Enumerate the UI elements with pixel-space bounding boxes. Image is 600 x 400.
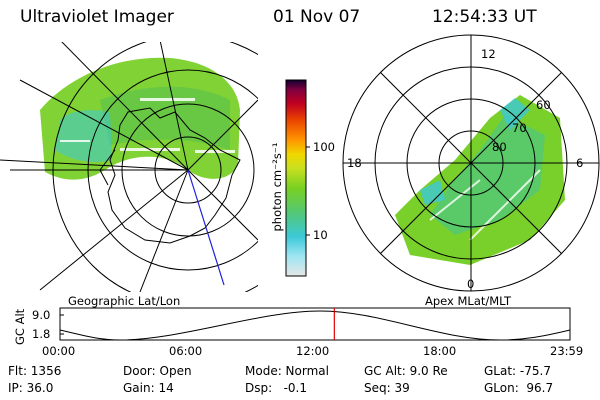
colorbar-tick-10: 10 — [313, 228, 328, 242]
timeline-xtick-2359: 23:59 — [550, 344, 584, 358]
info-gain: Gain: 14 — [123, 381, 174, 395]
timeline-xtick-0600: 06:00 — [169, 344, 203, 358]
magnetic-panel-label: Apex MLat/MLT — [425, 294, 512, 308]
info-dsp: Dsp: -0.1 — [245, 381, 308, 395]
altitude-curve — [59, 310, 571, 341]
timeline-ytick-9: 9.0 — [32, 308, 51, 322]
info-ip: IP: 36.0 — [8, 381, 54, 395]
info-sequence: Seq: 39 — [364, 381, 410, 395]
timeline-xtick-1200: 12:00 — [296, 344, 330, 358]
timeline-ytick-1-8: 1.8 — [32, 327, 51, 341]
mlat-label-60: 60 — [536, 98, 551, 112]
coastline — [107, 107, 241, 244]
geographic-panel-label: Geographic Lat/Lon — [68, 294, 181, 308]
instrument-title: Ultraviolet Imager — [20, 7, 174, 27]
timeline-xtick-0000: 00:00 — [42, 344, 76, 358]
info-flight: Flt: 1356 — [8, 364, 62, 378]
mlt-label-0: 0 — [467, 277, 475, 291]
mlt-label-12: 12 — [481, 47, 496, 61]
mlt-label-6: 6 — [576, 156, 584, 170]
date-label: 01 Nov 07 — [273, 7, 361, 27]
info-mode: Mode: Normal — [245, 364, 329, 378]
orbit-track — [187, 169, 225, 286]
colorbar-tick-100: 100 — [313, 140, 335, 154]
timeline-axis-label: GC Alt — [13, 308, 27, 345]
time-label: 12:54:33 UT — [432, 7, 537, 27]
info-door: Door: Open — [123, 364, 192, 378]
mlt-label-18: 18 — [347, 156, 362, 170]
info-geo-longitude: GLon: 96.7 — [484, 381, 554, 395]
info-gc-altitude: GC Alt: 9.0 Re — [364, 364, 448, 378]
mlat-label-80: 80 — [492, 140, 507, 154]
info-geo-latitude: GLat: -75.7 — [484, 364, 551, 378]
mlat-label-70: 70 — [512, 121, 527, 135]
timeline-xtick-1800: 18:00 — [423, 344, 457, 358]
